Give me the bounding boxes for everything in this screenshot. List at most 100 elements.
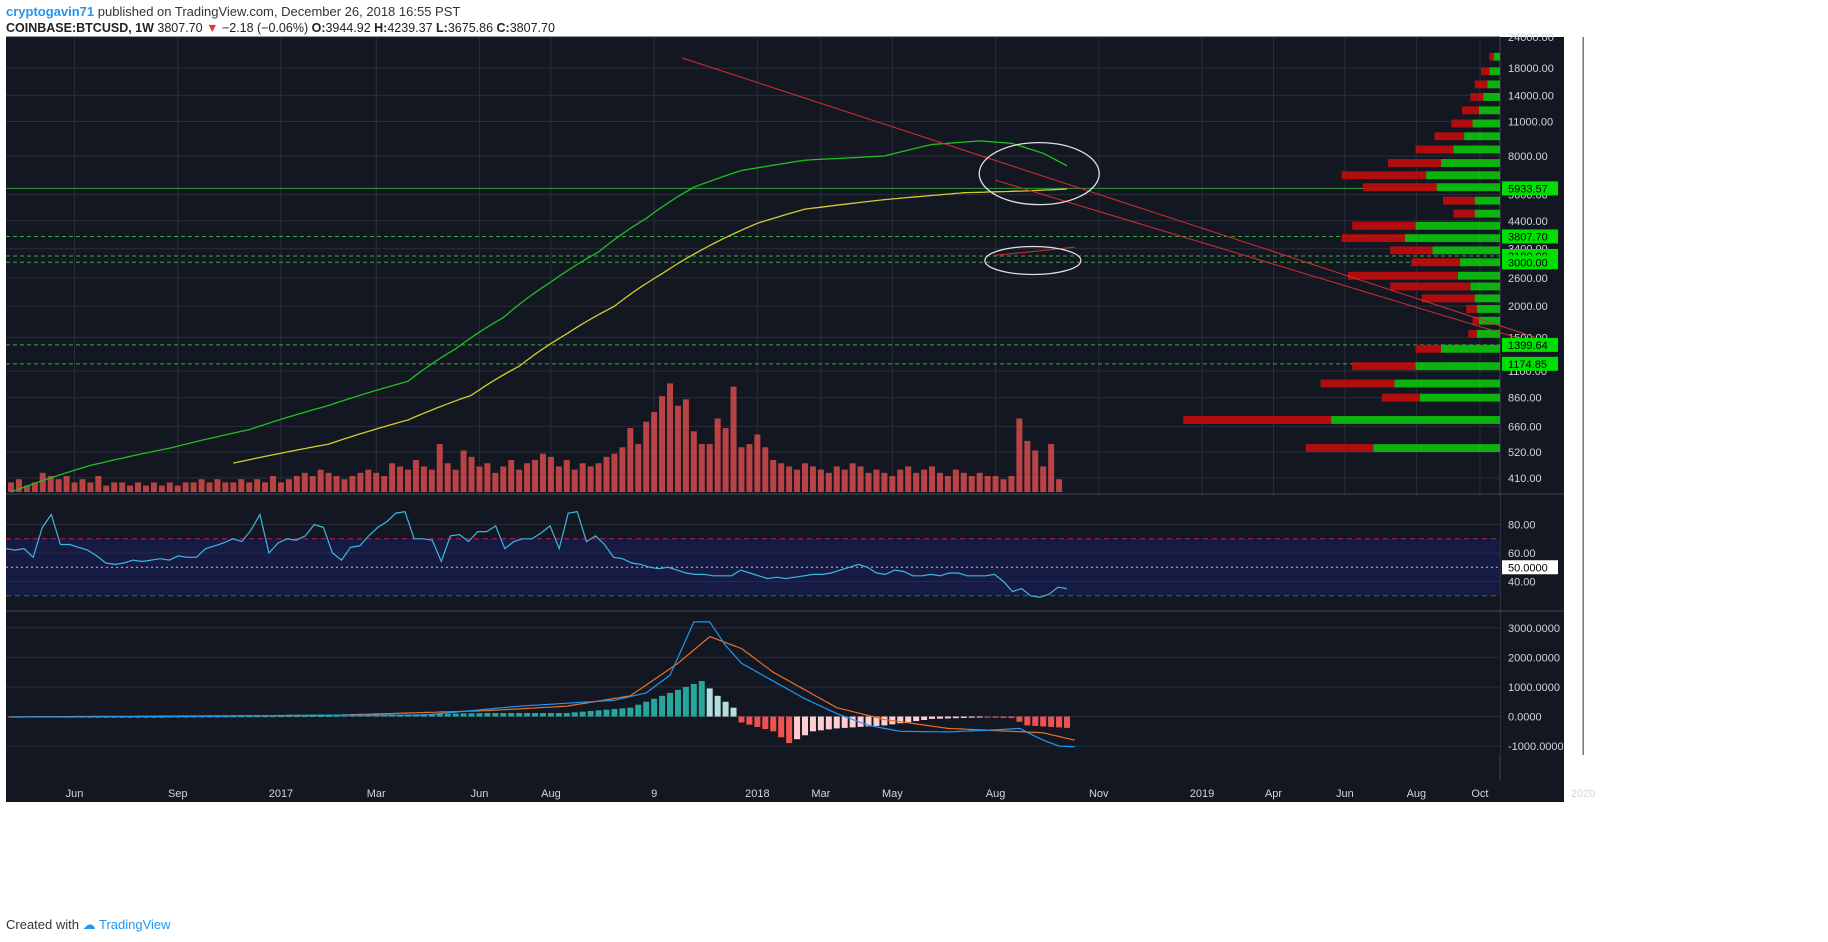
macd-histogram-bar xyxy=(333,715,340,717)
volume-bar xyxy=(595,463,602,492)
macd-histogram-bar xyxy=(833,716,840,729)
time-axis-label: Jun xyxy=(66,788,84,800)
volume-bar xyxy=(555,466,562,492)
open-label: O: xyxy=(311,21,326,35)
volume-bar xyxy=(690,431,697,492)
macd-histogram-bar xyxy=(262,716,269,718)
macd-histogram-bar xyxy=(492,712,499,717)
volume-bar xyxy=(706,444,713,492)
volume-bar xyxy=(539,453,546,492)
macd-histogram-bar xyxy=(659,695,666,717)
footer: Created with ☁ TradingView xyxy=(6,917,171,933)
macd-histogram-bar xyxy=(190,716,197,718)
volume-profile-down-bar xyxy=(1474,80,1488,89)
volume-bar xyxy=(667,383,674,492)
volume-bar xyxy=(905,466,912,492)
volume-bar xyxy=(468,456,475,492)
volume-bar xyxy=(944,476,951,492)
macd-histogram-bar xyxy=(254,716,261,718)
volume-bar xyxy=(8,482,14,492)
volume-bar xyxy=(635,444,642,492)
macd-histogram-bar xyxy=(563,712,570,717)
macd-histogram-bar xyxy=(674,689,681,717)
volume-bar xyxy=(444,463,451,492)
macd-histogram-bar xyxy=(1016,716,1023,722)
price-axis-label: 24000.00 xyxy=(1508,32,1554,44)
price-axis-background xyxy=(1500,37,1564,780)
volume-profile-down-bar xyxy=(1462,106,1479,115)
volume-bar xyxy=(135,482,142,492)
volume-bar xyxy=(381,476,388,492)
macd-histogram-bar xyxy=(611,708,618,717)
volume-bar xyxy=(508,460,515,492)
macd-histogram-bar xyxy=(754,716,761,727)
macd-histogram-bar xyxy=(921,716,928,720)
volume-profile-down-bar xyxy=(1468,329,1477,338)
time-axis-label: Aug xyxy=(1407,788,1427,800)
volume-bar xyxy=(889,476,896,492)
volume-bar xyxy=(659,396,666,492)
macd-histogram-bar xyxy=(968,716,975,718)
volume-bar xyxy=(682,399,689,492)
price-tag-box xyxy=(1502,337,1558,352)
volume-profile-down-bar xyxy=(1411,258,1460,267)
volume-bar xyxy=(476,466,483,492)
volume-bar xyxy=(500,466,507,492)
volume-bar xyxy=(150,482,157,492)
price-tag-label: 1174.85 xyxy=(1508,359,1547,371)
price-axis-label: 2600.00 xyxy=(1508,273,1548,285)
tradingview-link[interactable]: TradingView xyxy=(99,917,171,932)
volume-profile-up-bar xyxy=(1436,183,1500,192)
macd-histogram-bar xyxy=(841,716,848,728)
volume-bar xyxy=(1056,479,1063,492)
macd-histogram-bar xyxy=(794,716,801,740)
time-axis-label: Nov xyxy=(1089,788,1109,800)
volume-bar xyxy=(15,479,22,492)
time-axis-label: 9 xyxy=(651,788,657,800)
volume-bar xyxy=(833,466,840,492)
macd-histogram-bar xyxy=(627,707,634,717)
macd-axis-label: 2000.0000 xyxy=(1508,652,1560,664)
volume-bar xyxy=(238,479,245,492)
volume-bar xyxy=(952,469,959,492)
volume-bar xyxy=(516,469,523,492)
close-label: C: xyxy=(496,21,510,35)
volume-bar xyxy=(365,469,372,492)
volume-bar xyxy=(142,485,149,492)
macd-histogram-bar xyxy=(349,715,356,717)
macd-histogram-bar xyxy=(301,716,308,718)
macd-histogram-bar xyxy=(603,709,610,717)
macd-line xyxy=(11,621,1076,748)
macd-histogram-bar xyxy=(246,716,253,718)
macd-histogram-bar xyxy=(730,707,737,717)
macd-histogram-bar xyxy=(357,715,364,717)
macd-axis-label: 1000.0000 xyxy=(1508,682,1560,694)
volume-profile-down-bar xyxy=(1320,379,1395,388)
price-axis-label: 520.00 xyxy=(1508,447,1542,459)
moving-average-short xyxy=(10,140,1068,493)
volume-bar xyxy=(1024,440,1031,492)
time-axis-label: Apr xyxy=(1265,788,1282,800)
macd-histogram-bar xyxy=(524,712,531,717)
down-arrow-icon: ▼ xyxy=(206,21,219,35)
author-link[interactable]: cryptogavin71 xyxy=(6,4,95,19)
volume-profile-up-bar xyxy=(1472,119,1500,128)
volume-bar xyxy=(206,482,213,492)
macd-histogram-bar xyxy=(952,716,959,719)
time-axis-background xyxy=(6,780,1564,802)
volume-bar xyxy=(412,460,419,492)
macd-axis-label: 3000.0000 xyxy=(1508,623,1560,635)
volume-bar xyxy=(873,469,880,492)
volume-bar xyxy=(825,472,832,492)
macd-histogram-bar xyxy=(508,712,515,717)
macd-histogram-bar xyxy=(222,716,229,718)
macd-histogram-bar xyxy=(905,716,912,723)
macd-histogram-bar xyxy=(857,716,864,727)
volume-bar xyxy=(865,472,872,492)
price-axis-label: 860.00 xyxy=(1508,393,1542,405)
volume-bar xyxy=(897,469,904,492)
macd-histogram-bar xyxy=(849,716,856,728)
macd-histogram-bar xyxy=(238,716,245,718)
volume-bar xyxy=(39,472,46,492)
